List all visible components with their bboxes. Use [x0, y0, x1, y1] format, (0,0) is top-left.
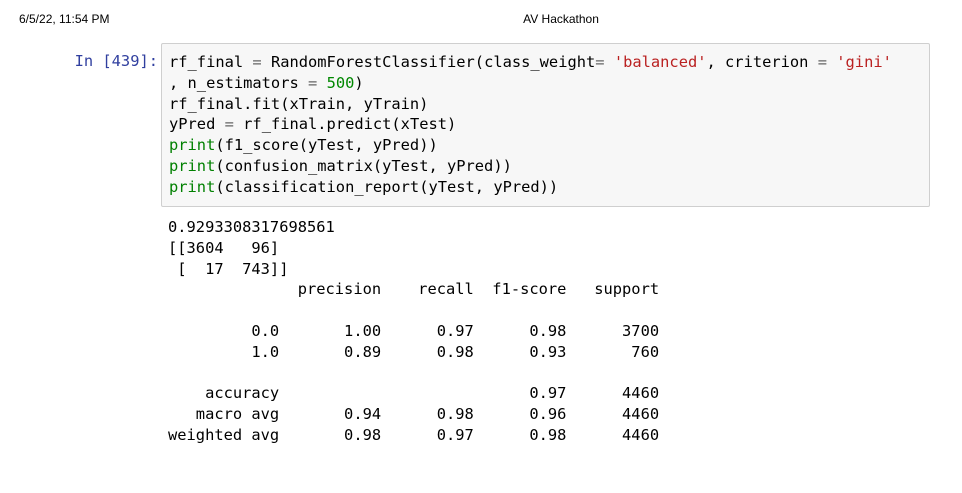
output-line-blank [168, 300, 659, 321]
code-token-operator: = [817, 53, 827, 71]
code-token: , criterion [706, 53, 818, 71]
code-token: ) [354, 73, 364, 92]
code-token [605, 53, 614, 71]
code-token-operator: = [595, 53, 605, 71]
code-token-number: 500 [326, 73, 355, 92]
input-prompt: In [439]: [74, 52, 158, 70]
code-token [827, 53, 836, 71]
code-token: , n_estimators [169, 73, 308, 92]
code-token-builtin: print [169, 177, 216, 196]
output-line-weighted-avg: weighted avg 0.98 0.97 0.98 4460 [168, 425, 660, 444]
print-header: 6/5/22, 11:54 PM AV Hackathon [0, 0, 962, 30]
code-line-3: rf_final.fit(xTrain, yTrain) [169, 94, 429, 113]
code-token [317, 74, 326, 92]
cell-output: 0.9293308317698561 [[3604 96] [ 17 743]] … [168, 217, 659, 446]
output-line-class-1: 1.0 0.89 0.98 0.93 760 [168, 342, 660, 361]
code-token: (confusion_matrix(yTest, yPred)) [215, 156, 512, 175]
output-line-f1-score: 0.9293308317698561 [168, 218, 335, 236]
code-token-string: 'gini' [836, 53, 892, 71]
output-line-matrix-row-1: [[3604 96] [168, 238, 280, 257]
code-token: rf_final [169, 53, 253, 71]
code-token-string: 'balanced' [613, 53, 707, 71]
code-token: (f1_score(yTest, yPred)) [215, 136, 438, 155]
code-token: yPred [169, 115, 225, 134]
output-line-blank [168, 363, 659, 384]
notebook-title: AV Hackathon [523, 12, 599, 26]
code-line-7: print(classification_report(yTest, yPred… [169, 177, 892, 198]
output-line-report-header: precision recall f1-score support [168, 280, 660, 299]
code-line-5: print(f1_score(yTest, yPred)) [169, 135, 892, 156]
code-line-2: , n_estimators = 500) [169, 73, 892, 94]
code-line-1: rf_final = RandomForestClassifier(class_… [169, 52, 892, 73]
code-token-builtin: print [169, 156, 216, 175]
code-line-4: yPred = rf_final.predict(xTest) [169, 114, 892, 135]
code-token-operator: = [308, 73, 318, 92]
code-token: rf_final.predict(xTest) [233, 115, 457, 134]
code-token: (classification_report(yTest, yPred)) [215, 177, 559, 196]
output-line-accuracy: accuracy 0.97 4460 [168, 384, 660, 403]
output-line-class-0: 0.0 1.00 0.97 0.98 3700 [168, 321, 660, 340]
print-date: 6/5/22, 11:54 PM [19, 12, 110, 26]
code-text[interactable]: rf_final = RandomForestClassifier(class_… [169, 52, 892, 198]
code-token-builtin: print [169, 136, 216, 155]
code-token-operator: = [252, 53, 262, 71]
code-token: RandomForestClassifier(class_weight [261, 53, 596, 71]
output-line-macro-avg: macro avg 0.94 0.98 0.96 4460 [168, 405, 660, 424]
code-token-operator: = [224, 115, 234, 134]
code-cell-editor[interactable]: rf_final = RandomForestClassifier(class_… [161, 43, 930, 207]
code-line-6: print(confusion_matrix(yTest, yPred)) [169, 156, 892, 177]
output-line-matrix-row-2: [ 17 743]] [168, 259, 289, 278]
